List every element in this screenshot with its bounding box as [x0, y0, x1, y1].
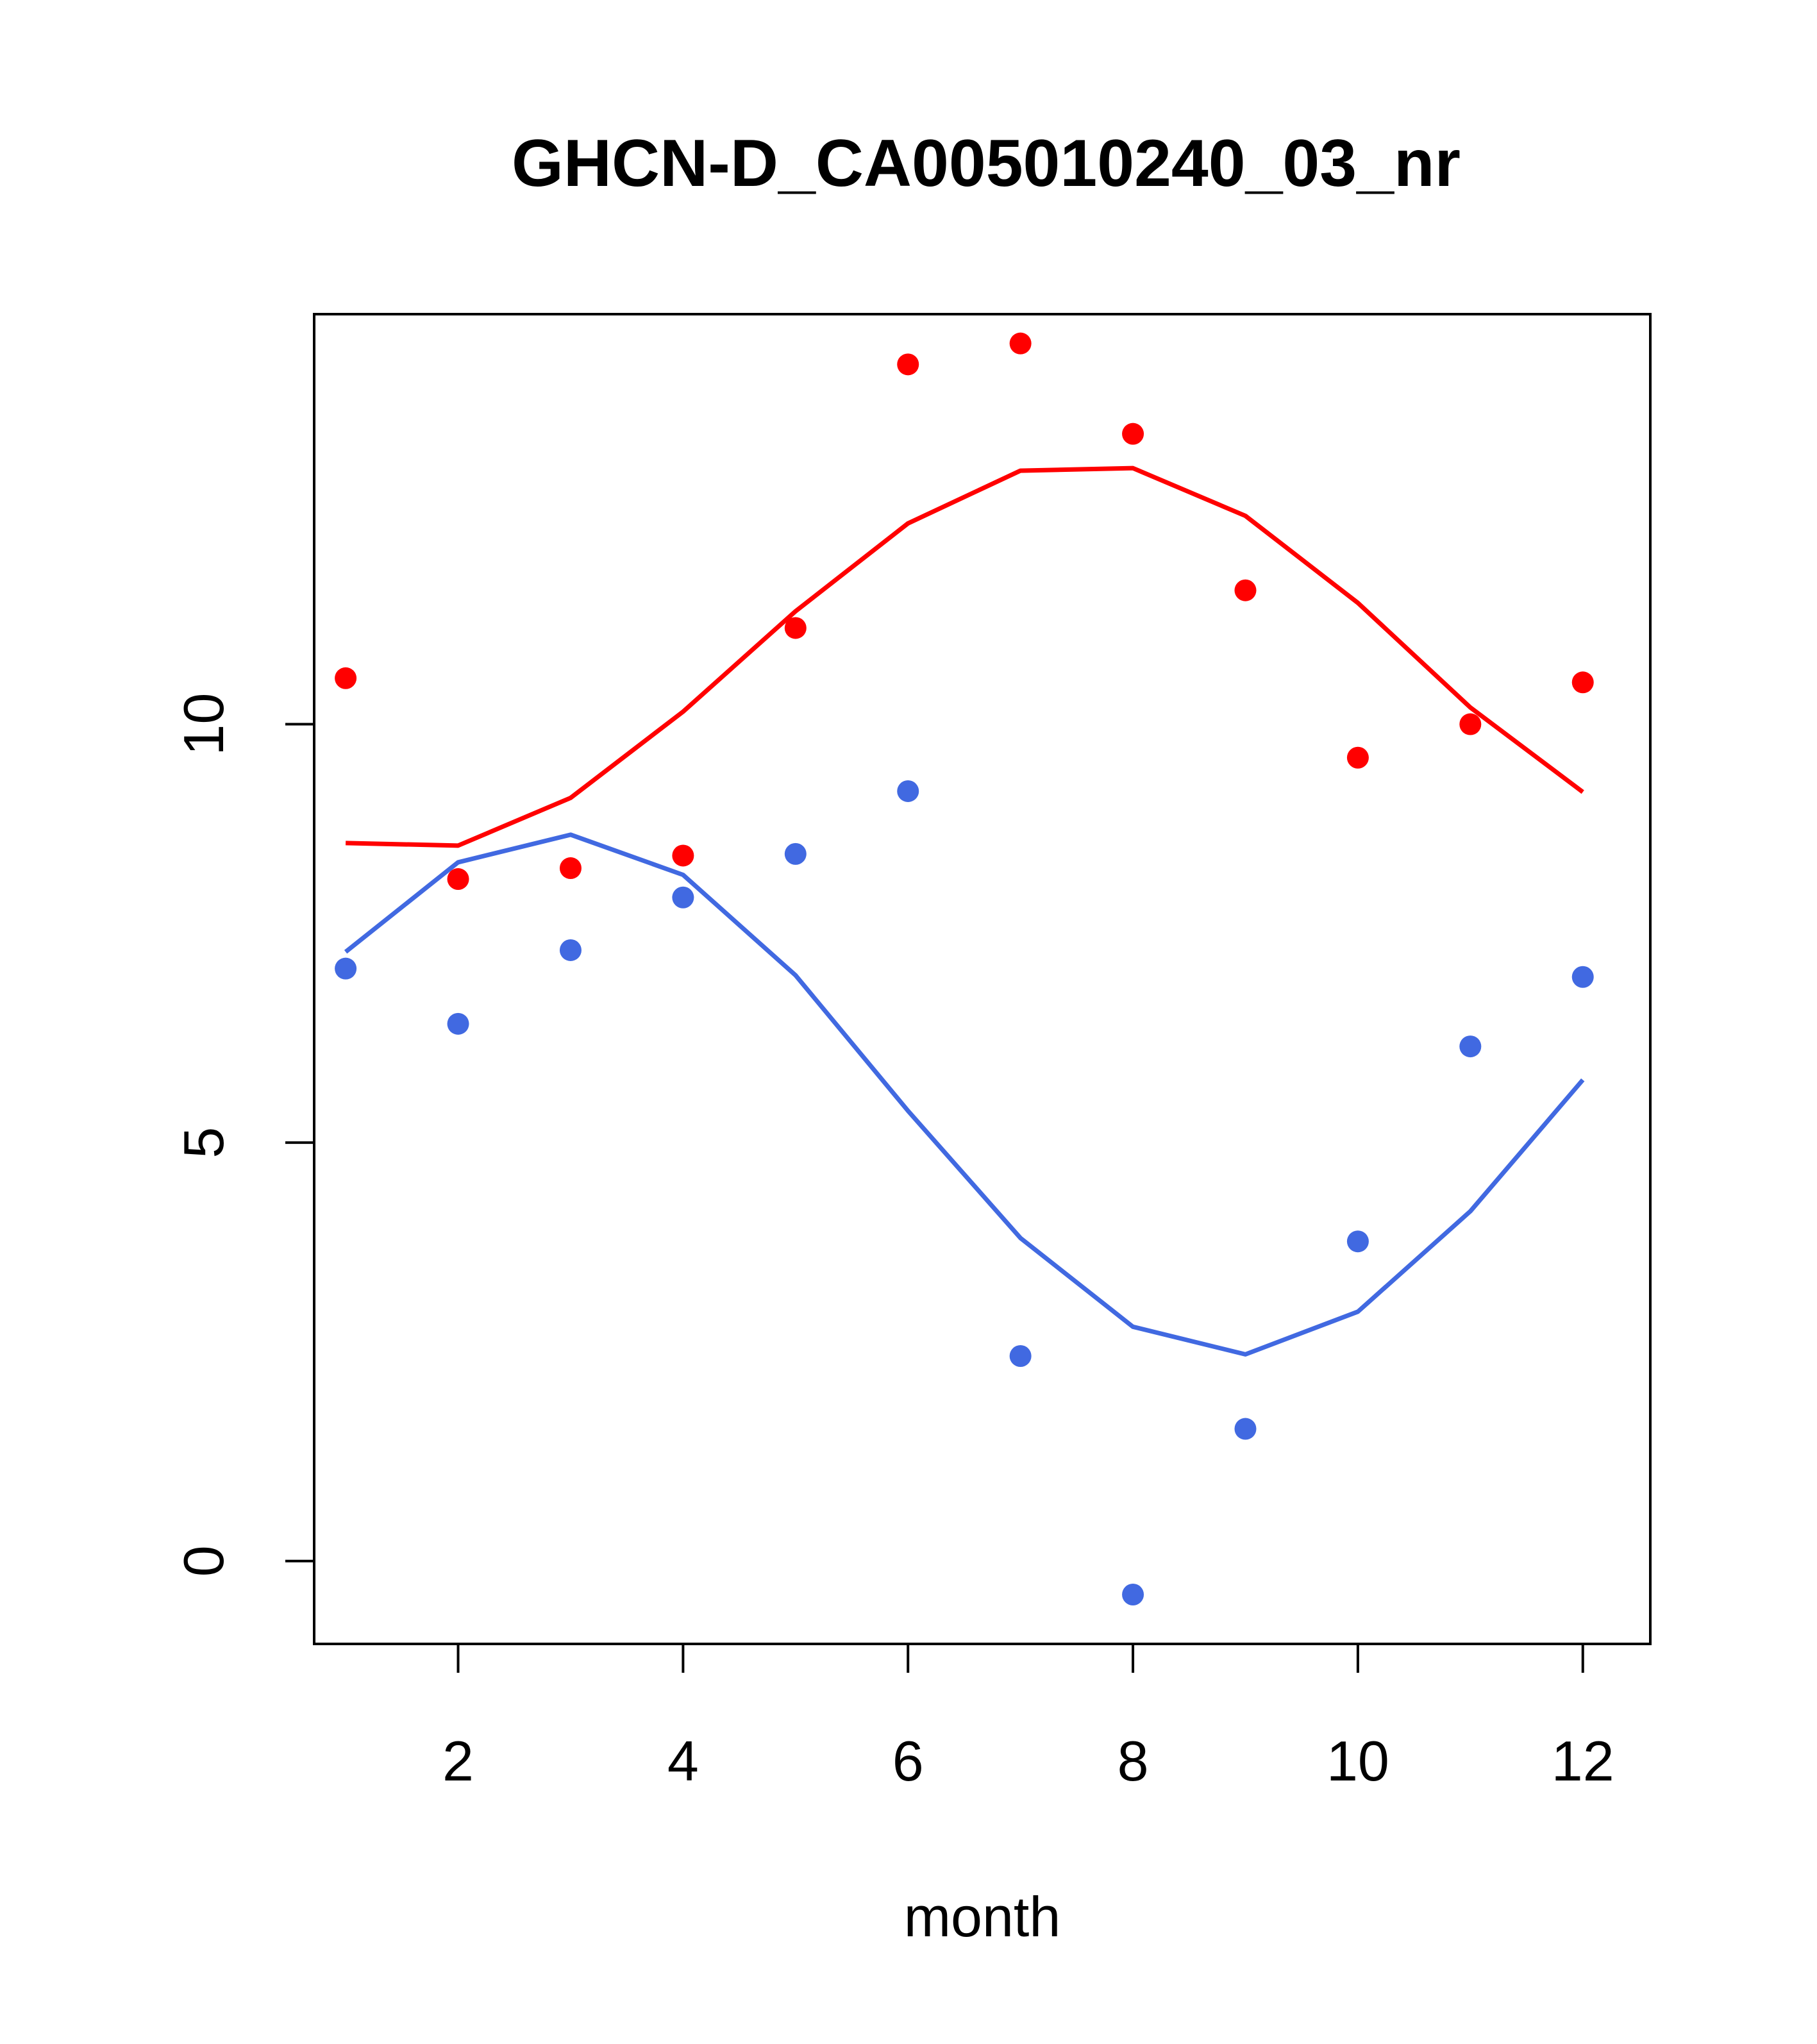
min-points-point [335, 957, 357, 980]
max-points-point [1234, 579, 1257, 601]
min-points-point [1459, 1035, 1482, 1058]
max-points-point [335, 667, 357, 689]
x-axis: 2 4 6 8 10 12 [442, 1644, 1614, 1793]
series-points [335, 332, 1594, 1605]
x-tick-label: 4 [667, 1729, 699, 1793]
min-points-point [447, 1012, 469, 1035]
min-points-point [897, 780, 919, 802]
max-points-point [447, 868, 469, 891]
min-points-point [1346, 1230, 1369, 1253]
min-points-point [1571, 966, 1594, 988]
max-points-point [1009, 332, 1032, 355]
x-tick-label: 12 [1552, 1729, 1614, 1793]
min-points-point [784, 842, 807, 865]
max-points-point [897, 353, 919, 376]
x-tick-label: 10 [1327, 1729, 1389, 1793]
plot-frame [313, 313, 1652, 1645]
series-lines [344, 465, 1585, 1357]
x-tick-label: 8 [1118, 1729, 1149, 1793]
y-tick-label: 5 [172, 1127, 235, 1159]
min-points-point [1234, 1418, 1257, 1440]
x-tick-label: 2 [442, 1729, 474, 1793]
x-tick-label: 6 [892, 1729, 924, 1793]
chart-title: GHCN-D_CA005010240_03_nr [512, 126, 1461, 201]
y-tick-label: 10 [172, 693, 235, 756]
max-points-point [1122, 423, 1144, 445]
min-points-point [1122, 1583, 1144, 1605]
max-fit-line [346, 465, 1584, 848]
max-points-point [784, 617, 807, 639]
min-points-point [672, 886, 694, 909]
max-points-point [1346, 746, 1369, 769]
min-fit-line [344, 832, 1585, 1357]
y-tick-label: 0 [172, 1545, 235, 1577]
min-points-point [1009, 1345, 1032, 1368]
max-points-point [1571, 671, 1594, 694]
max-points-point [1459, 713, 1482, 735]
x-axis-label: month [904, 1885, 1061, 1948]
max-points-point [672, 844, 694, 867]
y-axis: 0 5 10 [172, 693, 314, 1577]
min-points-point [559, 939, 582, 961]
max-points-point [559, 857, 582, 880]
